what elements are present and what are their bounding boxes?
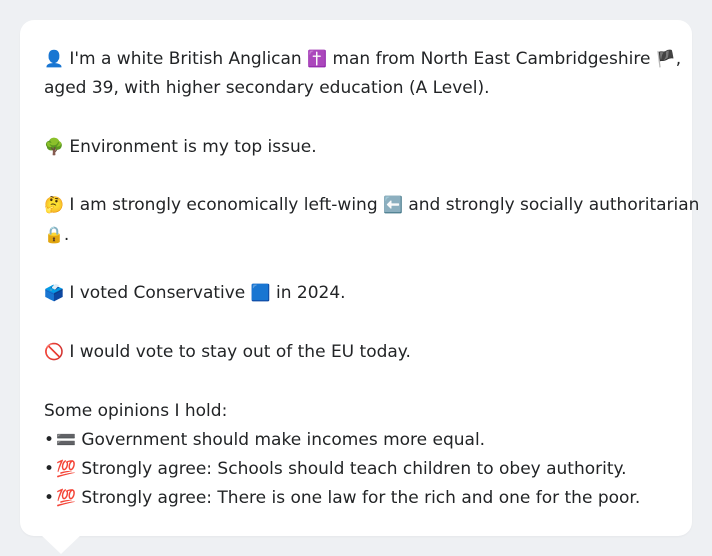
- eu-line: 🚫 I would vote to stay out of the EU tod…: [44, 338, 678, 367]
- opinion-text: Strongly agree: There is one law for the…: [81, 488, 641, 509]
- intro-text-b: man from North East Cambridgeshire: [332, 49, 651, 69]
- top-issue-line: 🌳 Environment is my top issue.: [44, 133, 678, 162]
- bullet: •: [44, 429, 55, 450]
- vote-line: 🗳️ I voted Conservative 🟦 in 2024.: [44, 279, 678, 308]
- ideology-text-b: and strongly socially authoritarian: [408, 195, 700, 216]
- prohibited-icon: 🚫: [44, 341, 64, 361]
- thinking-face-icon: 🤔: [44, 195, 64, 215]
- ideology-line-2: 🔒.: [44, 221, 678, 250]
- hundred-points-icon: 💯: [56, 488, 76, 508]
- england-flag-icon: 🏴: [655, 49, 676, 68]
- intro-line-2: aged 39, with higher secondary education…: [44, 78, 490, 99]
- bullet: •: [44, 459, 55, 480]
- blue-square-icon: 🟦: [250, 283, 271, 303]
- tree-icon: 🌳: [44, 136, 64, 156]
- opinion-text: Government should make incomes more equa…: [81, 429, 486, 450]
- ballot-box-icon: 🗳️: [44, 283, 64, 303]
- opinion-item: • 🟰 Government should make incomes more e…: [44, 426, 678, 455]
- bubble-tail: [40, 534, 82, 554]
- opinion-item: • 💯 Strongly agree: There is one law for …: [44, 484, 678, 513]
- ideology-line-1: 🤔 I am strongly economically left-wing ⬅…: [44, 191, 699, 220]
- opinion-text: Strongly agree: Schools should teach chi…: [81, 459, 627, 480]
- equals-icon: 🟰: [56, 429, 76, 449]
- lock-icon: 🔒: [44, 224, 64, 244]
- vote-text-b: in 2024.: [276, 283, 346, 304]
- intro-text-a: I'm a white British Anglican: [69, 49, 302, 69]
- eu-text: I would vote to stay out of the EU today…: [69, 341, 411, 362]
- cross-icon: ✝️: [307, 49, 328, 68]
- top-issue-text: Environment is my top issue.: [69, 136, 317, 157]
- profile-message-bubble: 👤 I'm a white British Anglican ✝️ man fr…: [20, 20, 699, 536]
- left-arrow-icon: ⬅️: [383, 195, 403, 215]
- intro-line-1: 👤 I'm a white British Anglican ✝️ man fr…: [44, 45, 682, 74]
- ideology-text-c: .: [63, 224, 70, 245]
- opinion-item: • 💯 Strongly agree: Schools should teach …: [44, 455, 678, 484]
- opinions-heading: Some opinions I hold:: [44, 400, 228, 421]
- hundred-points-icon: 💯: [56, 459, 76, 479]
- bullet: •: [44, 488, 55, 509]
- intro-text-c: ,: [675, 49, 682, 69]
- ideology-text-a: I am strongly economically left-wing: [69, 195, 378, 216]
- vote-text-a: I voted Conservative: [69, 283, 246, 304]
- person-icon: 👤: [44, 49, 64, 68]
